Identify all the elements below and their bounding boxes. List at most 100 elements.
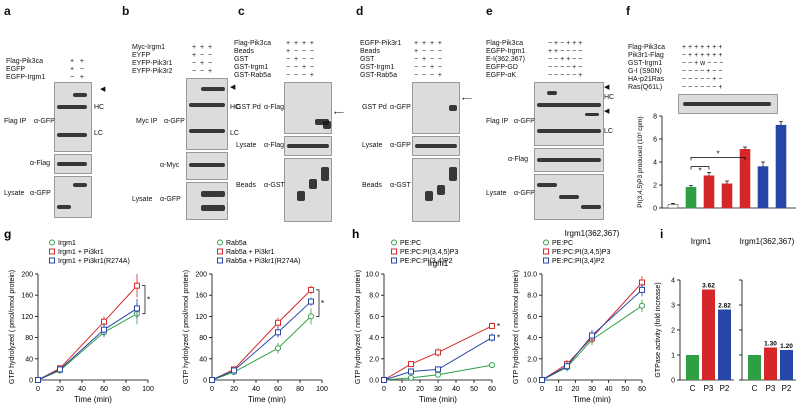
data-label: 1.30	[764, 341, 777, 348]
data-point	[408, 374, 414, 381]
panel-letter-c: c	[238, 4, 245, 18]
x-tick-label: P2	[782, 384, 792, 393]
y-tick-label: 10.0	[523, 272, 537, 279]
series-line	[37, 308, 138, 381]
x-tick-label: 60	[638, 386, 646, 393]
blot-e-flag	[534, 148, 604, 172]
chart-f: 0 2 4 6 8 PI(3,4,5)P3 produced (10³ cpm) * *	[637, 114, 796, 213]
series-line	[383, 337, 493, 381]
y-tick-label: 6.0	[527, 314, 537, 321]
x-tick-label: 30	[588, 386, 596, 393]
blot-e-lysate	[534, 174, 604, 220]
significance-star: *	[716, 149, 719, 158]
significance-star: *	[497, 322, 500, 331]
x-tick-label: 0	[540, 386, 544, 393]
legend-marker	[49, 248, 55, 255]
y-tick-label: 2	[671, 328, 675, 335]
legend-label: Irgm1	[58, 240, 76, 247]
x-tick-label: 20	[571, 386, 579, 393]
series-line	[37, 285, 138, 381]
panel-letter-a: a	[4, 4, 11, 18]
x-tick-label: 20	[416, 386, 424, 393]
x-axis-label: Time (min)	[248, 395, 286, 404]
x-axis-label: Time (min)	[74, 395, 112, 404]
row-label: Flag-Pik3ca	[6, 58, 43, 65]
y-tick-label: 0	[203, 378, 207, 385]
x-tick-label: P2	[720, 384, 730, 393]
y-tick-label: 8.0	[527, 293, 537, 300]
bar	[703, 175, 715, 209]
x-tick-label: 80	[296, 386, 304, 393]
y-tick-label: 2.0	[369, 356, 379, 363]
bar	[748, 355, 761, 380]
legend-label: PE:PC:PI(3,4,5)P3	[400, 249, 458, 256]
legend-marker	[217, 248, 223, 255]
y-tick-label: 4	[671, 278, 675, 285]
legend-label: PE:PC:PI(3,4,5)P3	[552, 249, 610, 256]
bar	[775, 124, 787, 209]
group-title: Irgm1	[691, 237, 712, 246]
data-point	[101, 326, 107, 333]
legend-marker	[543, 248, 549, 255]
y-axis-label: PI(3,4,5)P3 produced (10³ cpm)	[637, 116, 644, 207]
data-point	[435, 366, 441, 373]
x-tick-label: 40	[452, 386, 460, 393]
series-line	[383, 325, 493, 381]
blot-b-ip	[186, 78, 228, 150]
y-tick-label: 4.0	[527, 335, 537, 342]
x-tick-label: 80	[122, 386, 130, 393]
blot-a-ip	[54, 82, 92, 152]
data-point	[435, 371, 441, 378]
panel-letter-b: b	[122, 4, 130, 18]
y-tick-label: 160	[195, 293, 207, 300]
chart-h1: h Irgm1 0.0 2.0 4.0 6.0 8.0 10.0 0 10 20 30 40 50 60 Ti…	[352, 227, 500, 404]
legend-marker	[49, 239, 55, 246]
x-tick-label: 10	[555, 386, 563, 393]
data-point	[639, 302, 645, 309]
blot-f	[678, 94, 778, 114]
x-tick-label: 0	[36, 386, 40, 393]
x-tick-label: 50	[470, 386, 478, 393]
legend-marker	[49, 257, 55, 264]
y-tick-label: 1	[671, 353, 675, 360]
y-tick-label: 2	[653, 183, 657, 190]
significance-bracket	[142, 285, 146, 315]
y-tick-label: 120	[21, 314, 33, 321]
y-tick-label: 200	[195, 272, 207, 279]
legend-marker	[391, 248, 397, 255]
panel-letter-d: d	[356, 4, 364, 18]
x-tick-label: 0	[210, 386, 214, 393]
series-line	[383, 364, 493, 381]
y-tick-label: 200	[21, 272, 33, 279]
data-point	[539, 377, 545, 383]
chart-h2: Irgm1(362,367) 0.0 2.0 4.0 6.0 8.0 10.0 0 10 20 30…	[513, 229, 646, 404]
data-point	[435, 349, 441, 356]
x-axis-label: Time (min)	[419, 395, 457, 404]
legend-label: Rab5a + Pi3kr1(R274A)	[226, 258, 301, 265]
data-point	[134, 305, 140, 312]
significance-star: *	[698, 167, 701, 176]
bar	[721, 183, 733, 209]
y-tick-label: 0	[653, 206, 657, 213]
x-tick-label: 20	[230, 386, 238, 393]
legend-label: PE:PC:PI(3,4)P2	[552, 258, 605, 265]
bar	[764, 347, 777, 380]
x-axis-label: Time (min)	[573, 395, 611, 404]
panel-letter: g	[4, 227, 11, 241]
bar	[686, 355, 699, 380]
panel-letter-f: f	[626, 4, 630, 18]
bar	[780, 350, 793, 380]
data-label: 1.20	[780, 343, 793, 350]
y-tick-label: 0.0	[527, 378, 537, 385]
significance-bracket	[316, 289, 320, 317]
x-tick-label: 40	[78, 386, 86, 393]
blot-c-pd	[284, 82, 332, 134]
x-tick-label: 40	[252, 386, 260, 393]
y-tick-label: 80	[25, 335, 33, 342]
data-point	[308, 298, 314, 305]
chart-g1: g 0 40 80 120 160 200 0 20 40 60 80 100 Time (min) GTP…	[4, 227, 154, 404]
x-tick-label: 100	[316, 386, 328, 393]
x-tick-label: P3	[766, 384, 776, 393]
y-axis-label: GTP hydrolyzed ( pmol/nmol protein)	[9, 270, 16, 384]
row-label: EGFP	[6, 66, 26, 73]
